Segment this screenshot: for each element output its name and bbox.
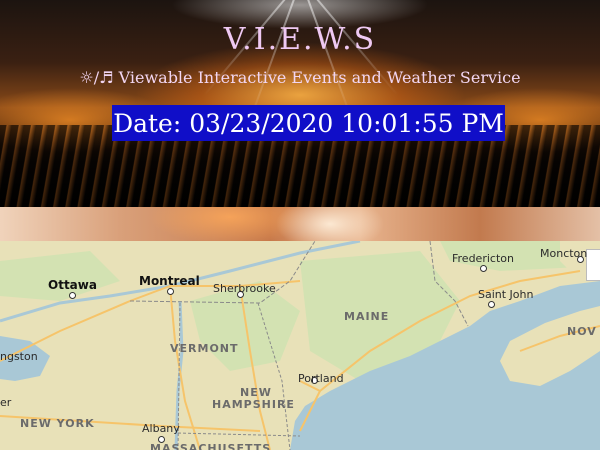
region-label-new-york: NEW YORK — [20, 417, 95, 430]
nova-scotia-land — [500, 306, 600, 386]
hero-banner: V.I.E.W.S ☼/♬ Viewable Interactive Event… — [0, 0, 600, 207]
light-beam — [300, 0, 354, 122]
city-marker-sherbrooke — [237, 291, 244, 298]
road — [169, 285, 201, 450]
sun-icon: ☼ — [79, 68, 94, 87]
city-label-portland: Portland — [298, 372, 344, 385]
city-marker-moncton — [577, 256, 584, 263]
subtitle-separator: / — [93, 68, 100, 87]
road — [239, 285, 271, 450]
region-label-new-hampshire-2: HAMPSHIRE — [212, 398, 295, 411]
city-label-kingston: ngston — [0, 350, 38, 363]
site-subtitle: ☼/♬ Viewable Interactive Events and Weat… — [0, 68, 600, 87]
glow-strip — [0, 207, 600, 241]
city-marker-montreal — [167, 288, 174, 295]
region-label-maine: MAINE — [344, 310, 390, 323]
city-label-ottawa: Ottawa — [48, 278, 97, 292]
site-title: V.I.E.W.S — [223, 22, 377, 57]
road — [519, 325, 600, 352]
light-beam — [248, 0, 302, 122]
city-label-montreal: Montreal — [139, 274, 200, 288]
city-marker-ottawa — [69, 292, 76, 299]
forest-area — [300, 251, 460, 381]
region-label-vermont: VERMONT — [170, 342, 239, 355]
date-time-display: Date: 03/23/2020 10:01:55 PM — [112, 105, 505, 141]
city-label-moncton: Moncton — [540, 247, 588, 260]
region-label-new-hampshire-1: NEW — [240, 386, 272, 399]
forest-area — [0, 251, 120, 301]
city-label-saint-john: Saint John — [478, 288, 534, 301]
city-marker-saint-john — [488, 301, 495, 308]
border-line — [177, 302, 181, 450]
subtitle-text: Viewable Interactive Events and Weather … — [118, 68, 521, 87]
city-label-sherbrooke: Sherbrooke — [213, 282, 276, 295]
lake — [0, 336, 50, 381]
map-view[interactable]: Ottawa Montreal Sherbrooke Fredericton M… — [0, 241, 600, 450]
music-note-icon: ♬ — [99, 68, 114, 87]
city-marker-portland — [311, 377, 318, 384]
region-label-nova-scotia: NOV — [567, 325, 597, 338]
road — [319, 270, 581, 392]
road — [0, 280, 301, 362]
city-label-partial: er — [0, 396, 12, 409]
border-line — [177, 432, 301, 437]
city-marker-fredericton — [480, 265, 487, 272]
city-label-fredericton: Fredericton — [452, 252, 514, 265]
region-label-massachusetts: MASSACHUSETTS — [150, 442, 272, 450]
city-marker-albany — [158, 436, 165, 443]
border-line — [429, 241, 469, 327]
map-canvas — [0, 241, 600, 450]
road — [299, 380, 322, 432]
ocean — [290, 281, 600, 450]
border-line — [257, 302, 291, 450]
map-zoom-control[interactable] — [586, 249, 600, 281]
road — [0, 415, 261, 432]
city-label-albany: Albany — [142, 422, 180, 435]
